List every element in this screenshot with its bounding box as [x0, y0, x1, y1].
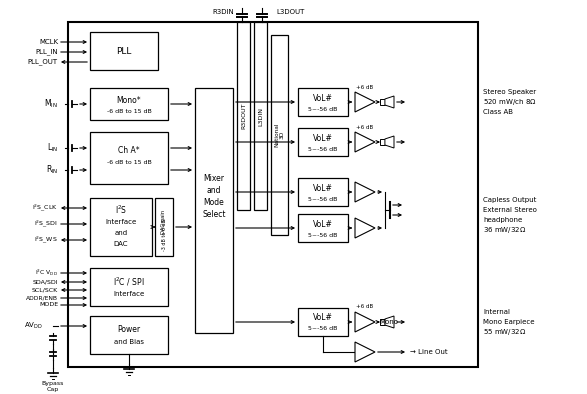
- Text: 5~-56 dB: 5~-56 dB: [308, 232, 338, 238]
- Text: R3DOUT: R3DOUT: [241, 103, 246, 129]
- Text: L3DIN: L3DIN: [258, 106, 263, 126]
- Text: Class AB: Class AB: [483, 109, 513, 115]
- Text: → Line Out: → Line Out: [410, 349, 448, 355]
- Text: Mode: Mode: [204, 197, 224, 206]
- Text: -3 dB to 6 dB: -3 dB to 6 dB: [161, 219, 167, 251]
- Text: Power: Power: [117, 325, 140, 335]
- Bar: [271, 35, 288, 235]
- Text: +6 dB: +6 dB: [356, 305, 373, 310]
- Polygon shape: [355, 132, 375, 152]
- Text: Interface: Interface: [106, 219, 137, 225]
- Polygon shape: [355, 182, 375, 202]
- Polygon shape: [385, 96, 394, 108]
- Text: SDA/SDI: SDA/SDI: [32, 279, 58, 284]
- Text: R3DIN: R3DIN: [212, 9, 234, 15]
- Text: Mono: Mono: [379, 319, 398, 325]
- Text: I$^2$S_CLK: I$^2$S_CLK: [32, 203, 58, 213]
- Text: MODE: MODE: [39, 303, 58, 307]
- Text: VoL#: VoL#: [313, 314, 333, 323]
- Text: L$_{\mathsf{IN}}$: L$_{\mathsf{IN}}$: [46, 142, 58, 154]
- Text: Stereo Speaker: Stereo Speaker: [483, 89, 536, 95]
- Text: Capless Output: Capless Output: [483, 197, 537, 203]
- Text: Mixer: Mixer: [204, 173, 224, 182]
- Polygon shape: [355, 218, 375, 238]
- Text: Interface: Interface: [113, 291, 144, 297]
- Text: I$^2$S_SDI: I$^2$S_SDI: [34, 219, 58, 229]
- Bar: [155, 198, 173, 256]
- Text: I$^2$S_WS: I$^2$S_WS: [34, 235, 58, 245]
- Text: External Stereo: External Stereo: [483, 207, 537, 213]
- Text: Select: Select: [203, 210, 226, 219]
- Polygon shape: [355, 342, 375, 362]
- Text: VoL#: VoL#: [313, 184, 333, 193]
- Text: Internal: Internal: [483, 309, 510, 315]
- Text: DAC: DAC: [114, 241, 128, 247]
- Bar: [298, 178, 348, 206]
- Text: Mono*: Mono*: [117, 95, 141, 104]
- Text: Mono Earpiece: Mono Earpiece: [483, 319, 535, 325]
- Polygon shape: [355, 312, 375, 332]
- Text: and: and: [207, 186, 221, 195]
- Text: L3DOUT: L3DOUT: [276, 9, 305, 15]
- Text: Cap: Cap: [47, 388, 59, 392]
- Bar: [380, 319, 385, 325]
- Text: 5~-56 dB: 5~-56 dB: [308, 327, 338, 331]
- Bar: [68, 22, 478, 367]
- Text: ADDR/ENB: ADDR/ENB: [26, 296, 58, 301]
- Text: I$^2$C / SPI: I$^2$C / SPI: [113, 276, 145, 288]
- Text: 55 mW/32$\Omega$: 55 mW/32$\Omega$: [483, 327, 526, 337]
- Text: I$^2$S: I$^2$S: [115, 204, 127, 216]
- Text: VoL#: VoL#: [313, 134, 333, 143]
- Text: +6 dB: +6 dB: [356, 84, 373, 89]
- Text: -6 dB to 15 dB: -6 dB to 15 dB: [107, 108, 151, 113]
- Text: 5~-56 dB: 5~-56 dB: [308, 197, 338, 201]
- Text: 36 mW/32$\Omega$: 36 mW/32$\Omega$: [483, 225, 526, 235]
- Bar: [380, 99, 385, 105]
- Text: M$_{\mathsf{IN}}$: M$_{\mathsf{IN}}$: [44, 98, 58, 110]
- Bar: [90, 198, 152, 256]
- Bar: [237, 22, 250, 210]
- Text: VoL#: VoL#: [313, 219, 333, 229]
- Bar: [298, 88, 348, 116]
- Text: Ch A*: Ch A*: [118, 145, 140, 154]
- Text: 520 mW/ch 8$\Omega$: 520 mW/ch 8$\Omega$: [483, 97, 537, 107]
- Text: 5~-56 dB: 5~-56 dB: [308, 106, 338, 112]
- Text: headphone: headphone: [483, 217, 522, 223]
- Text: DAC gain: DAC gain: [161, 210, 167, 234]
- Bar: [254, 22, 267, 210]
- Text: PLL_IN: PLL_IN: [35, 48, 58, 56]
- Text: -6 dB to 15 dB: -6 dB to 15 dB: [107, 160, 151, 165]
- Bar: [380, 139, 385, 145]
- Bar: [298, 128, 348, 156]
- Polygon shape: [385, 136, 394, 148]
- Text: MCLK: MCLK: [39, 39, 58, 45]
- Bar: [298, 214, 348, 242]
- Text: I$^2$C V$_{\mathsf{DD}}$: I$^2$C V$_{\mathsf{DD}}$: [35, 268, 58, 278]
- Text: +6 dB: +6 dB: [356, 125, 373, 130]
- Text: R$_{\mathsf{IN}}$: R$_{\mathsf{IN}}$: [46, 164, 58, 176]
- Polygon shape: [355, 92, 375, 112]
- Text: 5~-56 dB: 5~-56 dB: [308, 147, 338, 152]
- Bar: [90, 132, 168, 184]
- Text: and: and: [114, 230, 127, 236]
- Bar: [298, 308, 348, 336]
- Text: and Bias: and Bias: [114, 339, 144, 345]
- Text: Bypass: Bypass: [42, 381, 64, 387]
- Text: PLL: PLL: [116, 46, 131, 56]
- Bar: [90, 88, 168, 120]
- Text: VoL#: VoL#: [313, 93, 333, 102]
- Bar: [90, 32, 158, 70]
- Text: National
3D: National 3D: [274, 123, 285, 147]
- Bar: [195, 88, 233, 333]
- Bar: [90, 268, 168, 306]
- Text: PLL_OUT: PLL_OUT: [28, 59, 58, 65]
- Polygon shape: [385, 316, 394, 328]
- Bar: [90, 316, 168, 354]
- Text: SCL/SCK: SCL/SCK: [32, 288, 58, 292]
- Text: AV$_{\mathsf{DD}}$: AV$_{\mathsf{DD}}$: [24, 321, 43, 331]
